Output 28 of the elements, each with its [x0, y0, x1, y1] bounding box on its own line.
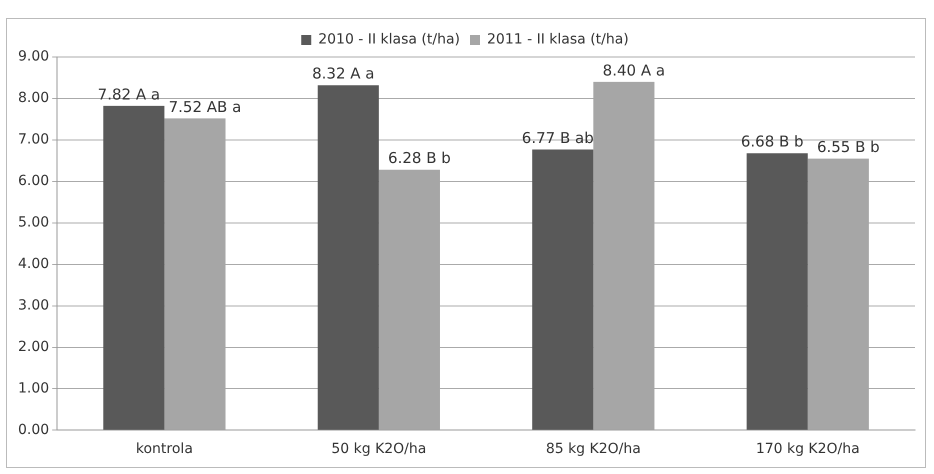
y-tick-label: 1.00: [18, 380, 50, 396]
data-label: 8.32 A a: [312, 64, 374, 83]
x-tick-label: 170 kg K2O/ha: [756, 441, 860, 458]
bar: [318, 85, 379, 430]
y-tick-label: 8.00: [18, 90, 50, 106]
data-label: 6.55 B b: [816, 138, 880, 156]
y-tick-label: 5.00: [18, 214, 50, 231]
y-tick-label: 6.00: [18, 173, 50, 190]
x-tick-label: kontrola: [136, 441, 193, 458]
y-tick-label: 2.00: [18, 338, 50, 355]
legend-label: 2010 - II klasa (t/ha): [318, 32, 460, 48]
y-tick-label: 7.00: [18, 132, 50, 148]
bar: [532, 149, 594, 430]
legend-label: 2011 - II klasa (t/ha): [487, 32, 629, 48]
x-tick-label: 85 kg K2O/ha: [546, 441, 641, 458]
x-tick-label: 50 kg K2O/ha: [331, 441, 426, 458]
data-label: 7.82 A a: [98, 85, 160, 104]
bar: [746, 153, 808, 430]
bar: [103, 106, 164, 430]
data-label: 6.28 B b: [388, 149, 451, 168]
y-tick-label: 4.00: [18, 256, 50, 272]
data-label: 7.52 AB a: [168, 98, 242, 116]
y-tick-label: 0.00: [18, 422, 50, 438]
data-label: 6.77 B ab: [522, 128, 594, 147]
data-label: 8.40 A a: [602, 61, 666, 80]
y-tick-label: 9.00: [18, 48, 50, 65]
data-label: 6.68 B b: [740, 132, 804, 151]
y-tick-label: 3.00: [18, 297, 50, 314]
